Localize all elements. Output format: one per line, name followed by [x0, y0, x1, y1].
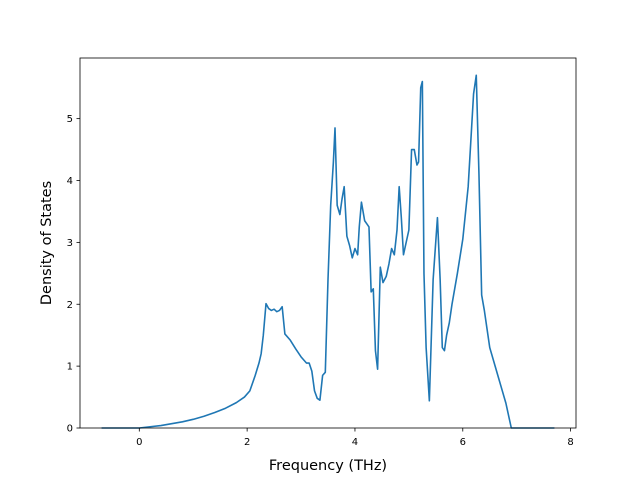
x-axis-ticks: 0 2 4 6 8 [136, 428, 574, 448]
dos-series-line [101, 74, 555, 429]
x-tick-label: 0 [136, 437, 142, 448]
y-tick-label: 5 [67, 114, 73, 125]
y-tick-label: 2 [67, 300, 73, 311]
y-tick-label: 0 [67, 424, 73, 435]
x-tick-label: 4 [352, 437, 358, 448]
x-tick-label: 6 [460, 437, 466, 448]
series-layer [101, 74, 555, 429]
y-tick-label: 1 [67, 362, 73, 373]
y-axis-label: Density of States [39, 181, 55, 305]
plot-frame [79, 57, 577, 429]
x-axis-label: Frequency (THz) [269, 458, 387, 474]
plot-area [80, 58, 576, 428]
y-axis-ticks: 0 1 2 3 4 5 [67, 114, 80, 435]
x-tick-label: 8 [567, 437, 573, 448]
x-tick-label: 2 [244, 437, 250, 448]
y-tick-label: 4 [67, 176, 73, 187]
y-tick-label: 3 [67, 238, 73, 249]
